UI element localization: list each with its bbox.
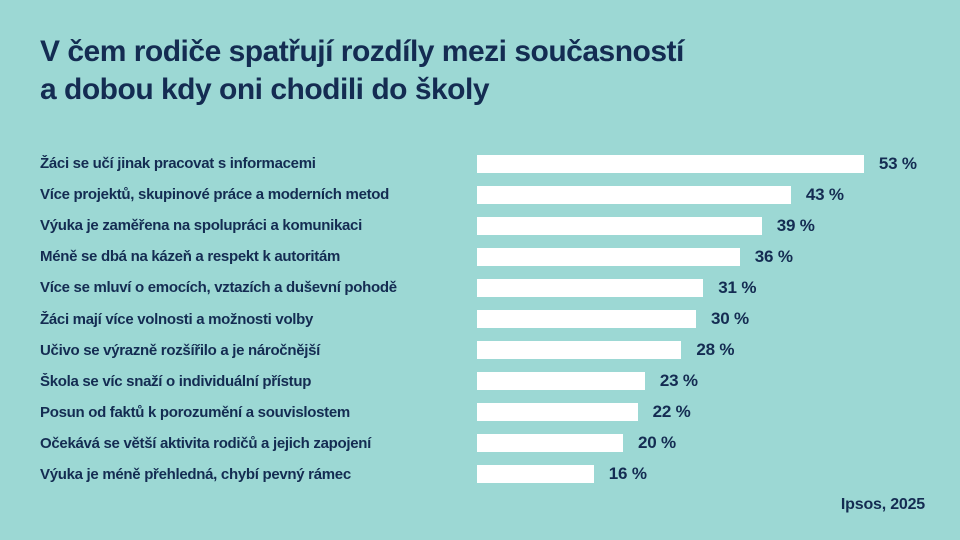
bar (477, 154, 864, 173)
chart-title-line2: a dobou kdy oni chodili do školy (40, 73, 490, 106)
bar-row: Učivo se výrazně rozšířilo a je náročněj… (40, 335, 935, 366)
bar-value: 36 % (754, 246, 793, 266)
bar-chart: Žáci se učí jinak pracovat s informacemi… (40, 148, 935, 490)
bar-label: Výuka je zaměřena na spolupráci a komuni… (40, 217, 362, 235)
bar-label: Očekává se větší aktivita rodičů a jejic… (40, 434, 371, 452)
bar-area: 53 % (477, 154, 935, 174)
bar (477, 403, 638, 422)
bar-label: Žáci se učí jinak pracovat s informacemi (40, 155, 316, 173)
bar-area: 23 % (477, 371, 935, 391)
bar-value: 53 % (878, 153, 917, 173)
bar-value: 20 % (638, 433, 676, 453)
bar (477, 247, 740, 266)
bar-label: Posun od faktů k porozumění a souvislost… (40, 403, 350, 421)
bar-row: Výuka je zaměřena na spolupráci a komuni… (40, 210, 935, 241)
bar-row: Žáci mají více volnosti a možnosti volby… (40, 303, 935, 334)
bar-area: 43 % (477, 185, 935, 205)
bar (477, 465, 594, 484)
bar-area: 22 % (477, 402, 935, 422)
bar-area: 39 % (477, 216, 935, 236)
bar-label: Učivo se výrazně rozšířilo a je náročněj… (40, 341, 321, 359)
source-label: Ipsos, 2025 (840, 496, 925, 513)
bar (477, 341, 682, 360)
bar-area: 36 % (477, 247, 935, 267)
bar-row: Očekává se větší aktivita rodičů a jejic… (40, 428, 935, 459)
bar (477, 216, 762, 235)
bar (477, 434, 623, 453)
bar-label: Méně se dbá na kázeň a respekt k autorit… (40, 248, 341, 266)
bar-row: Více se mluví o emocích, vztazích a duše… (40, 272, 935, 303)
bar-area: 28 % (477, 340, 935, 360)
bar-value: 31 % (718, 277, 757, 297)
bar-row: Méně se dbá na kázeň a respekt k autorit… (40, 241, 935, 272)
bar-row: Více projektů, skupinové práce a moderní… (40, 179, 935, 210)
bar-label: Více se mluví o emocích, vztazích a duše… (40, 279, 397, 297)
bar-value: 23 % (659, 371, 698, 391)
bar-label: Výuka je méně přehledná, chybí pevný rám… (40, 465, 351, 483)
bar-label: Žáci mají více volnosti a možnosti volby (40, 310, 314, 328)
bar-label: Více projektů, skupinové práce a moderní… (40, 186, 390, 204)
bar (477, 372, 645, 391)
bar-area: 20 % (477, 433, 935, 453)
bar-value: 16 % (608, 464, 647, 484)
bar (477, 185, 791, 204)
bar (477, 310, 696, 329)
bar-value: 39 % (776, 215, 815, 235)
chart-title: V čem rodiče spatřují rozdíly mezi souča… (40, 33, 684, 109)
bar-value: 43 % (805, 184, 844, 204)
bar-row: Žáci se učí jinak pracovat s informacemi… (40, 148, 935, 179)
bar-value: 22 % (652, 402, 691, 422)
bar (477, 278, 704, 297)
chart-title-line1: V čem rodiče spatřují rozdíly mezi souča… (40, 35, 684, 68)
bar-value: 30 % (711, 309, 749, 329)
bar-area: 16 % (477, 464, 935, 484)
bar-area: 30 % (477, 309, 935, 329)
bar-row: Škola se víc snaží o individuální přístu… (40, 366, 935, 397)
bar-label: Škola se víc snaží o individuální přístu… (40, 372, 312, 390)
bar-row: Posun od faktů k porozumění a souvislost… (40, 397, 935, 428)
bar-row: Výuka je méně přehledná, chybí pevný rám… (40, 459, 935, 490)
bar-value: 28 % (696, 340, 735, 360)
bar-area: 31 % (477, 278, 935, 298)
